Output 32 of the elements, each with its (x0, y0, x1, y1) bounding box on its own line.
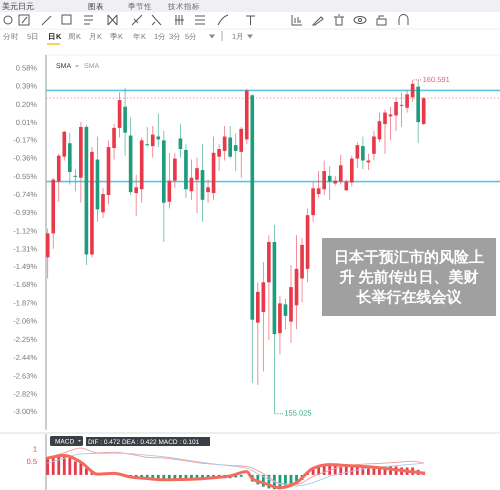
candlestick (134, 174, 138, 217)
candlestick (74, 168, 78, 192)
candlestick (356, 142, 360, 169)
candlestick (234, 133, 238, 172)
candlestick (366, 153, 370, 170)
candlestick (46, 228, 50, 279)
candlestick (145, 126, 150, 148)
candlestick (284, 298, 288, 330)
text: 美元日元 (2, 2, 34, 11)
candlestick (361, 136, 365, 170)
candlestick (316, 170, 320, 198)
candlestick (350, 155, 354, 187)
candlestick (156, 113, 160, 148)
candlestick (173, 152, 177, 189)
candlestick (400, 92, 404, 128)
candlestick (410, 80, 414, 102)
candlestick (322, 160, 326, 196)
candlestick (344, 179, 348, 192)
candlestick (150, 126, 155, 158)
candlestick (168, 152, 172, 209)
candlestick (178, 124, 182, 158)
candlestick (328, 166, 332, 200)
candlestick (222, 126, 226, 161)
bar (79, 463, 82, 475)
candlestick (333, 175, 338, 186)
candlestick (338, 154, 343, 185)
candlestick (228, 126, 232, 159)
candlestick (405, 90, 409, 113)
candlestick (206, 179, 210, 204)
candlestick (239, 126, 244, 178)
text: 日本干预汇市的风险上升 先前传出日、美财长举行在线会议 (334, 248, 484, 306)
candlestick (217, 144, 221, 172)
